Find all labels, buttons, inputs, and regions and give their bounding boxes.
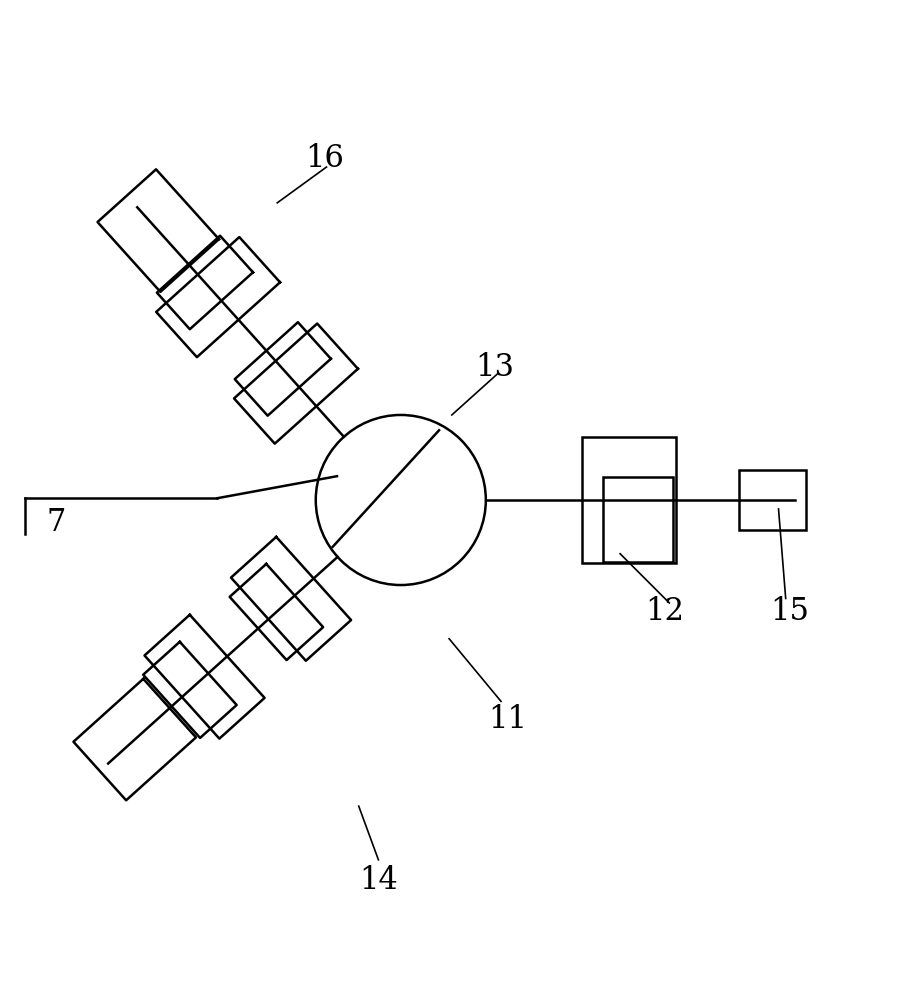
Text: 11: 11 <box>489 704 528 735</box>
Text: 14: 14 <box>359 865 398 896</box>
Text: 15: 15 <box>771 596 810 627</box>
Text: 16: 16 <box>305 143 345 174</box>
Text: 7: 7 <box>46 507 65 538</box>
Bar <box>739 470 806 530</box>
Bar <box>582 437 676 563</box>
Text: 12: 12 <box>645 596 684 627</box>
Text: 13: 13 <box>475 352 514 383</box>
Bar <box>603 477 673 562</box>
